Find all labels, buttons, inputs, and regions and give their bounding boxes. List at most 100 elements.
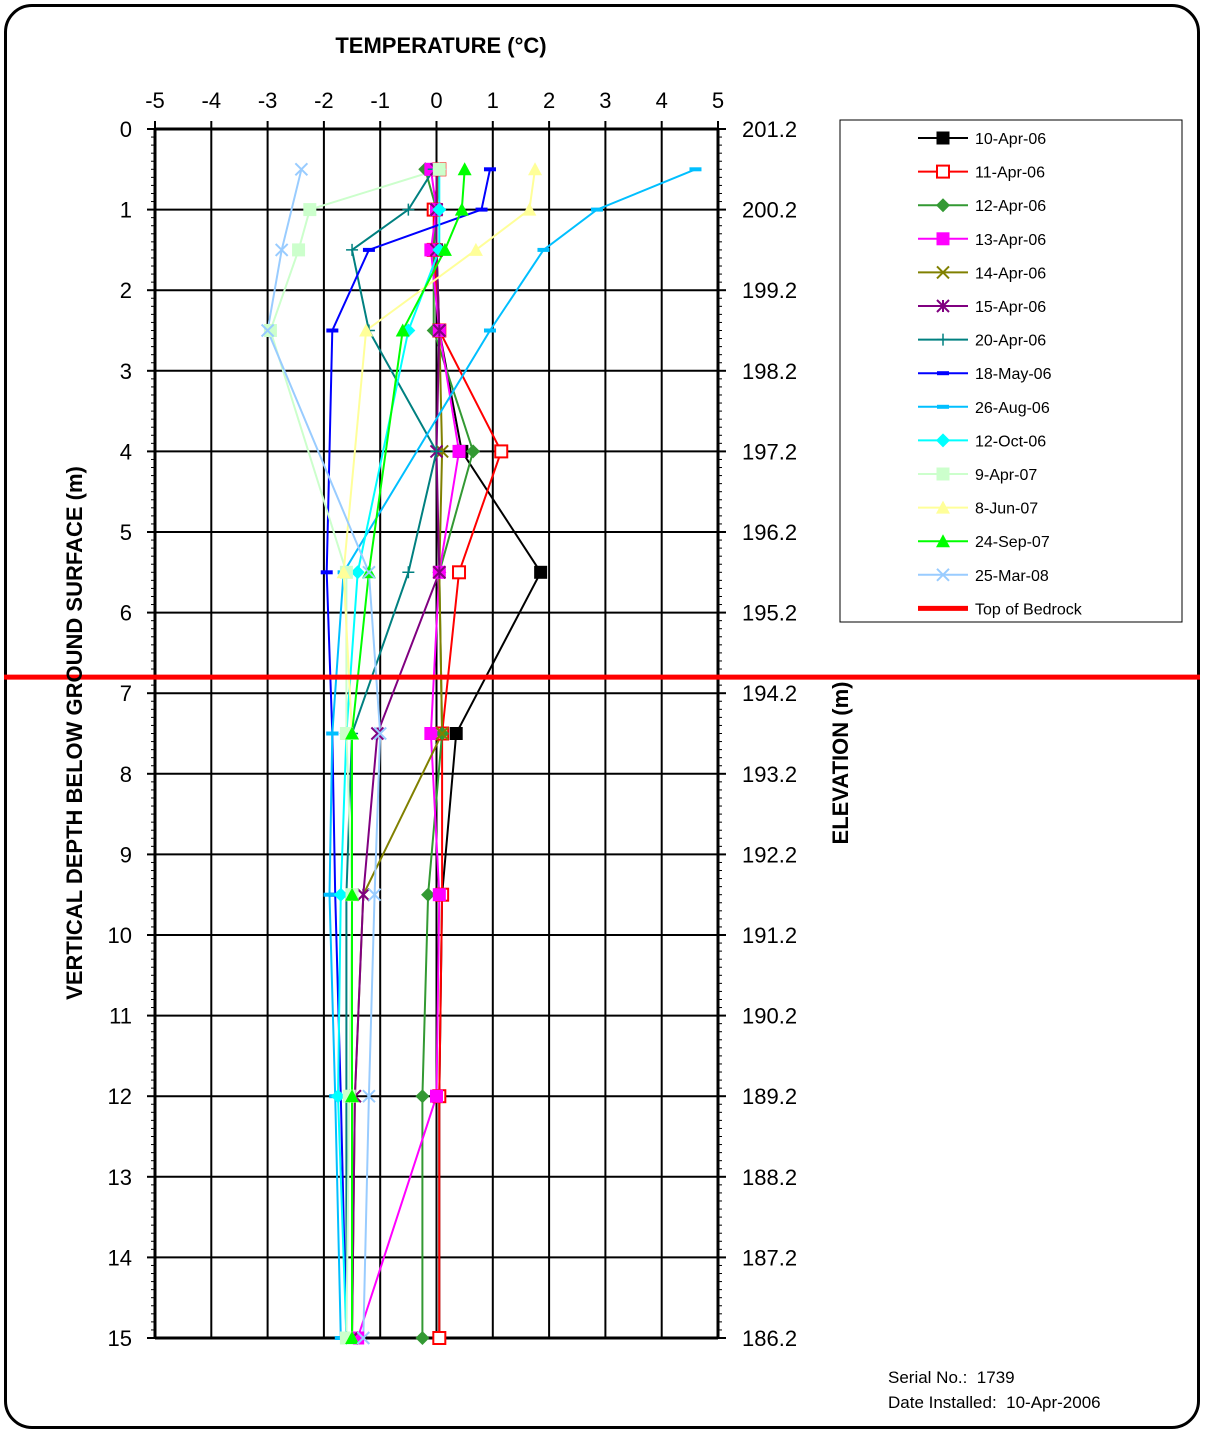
y2-tick-label: 191.2: [742, 923, 797, 948]
legend-label: 20-Apr-06: [975, 333, 1046, 350]
y2-tick-label: 193.2: [742, 762, 797, 787]
legend-label: 24-Sep-07: [975, 534, 1050, 551]
y2-tick-label: 199.2: [742, 278, 797, 303]
y-tick-label: 14: [108, 1245, 132, 1270]
x-tick-label: -5: [145, 88, 165, 113]
legend-label: 15-Apr-06: [975, 299, 1046, 316]
data-point: [689, 167, 702, 172]
data-point: [345, 726, 360, 740]
legend-marker: [936, 299, 950, 313]
y2-tick-label: 200.2: [742, 198, 797, 223]
data-point: [449, 727, 463, 740]
data-point: [345, 887, 360, 901]
legend-marker: [937, 333, 949, 346]
data-point: [320, 570, 333, 575]
data-point: [483, 328, 496, 333]
y2-tick-label: 192.2: [742, 842, 797, 867]
legend-label: 13-Apr-06: [975, 232, 1046, 249]
data-point: [402, 203, 415, 216]
series-lines: [266, 168, 696, 1339]
y-tick-label: 7: [120, 681, 132, 706]
series-markers: [260, 162, 702, 1345]
data-point: [432, 323, 447, 338]
y-tick-label: 6: [120, 601, 132, 626]
data-point: [475, 207, 488, 212]
data-point: [432, 565, 447, 580]
data-point: [457, 162, 472, 176]
legend-label: 12-Apr-06: [975, 198, 1046, 215]
y2-axis-title: ELEVATION (m): [828, 682, 853, 845]
data-point: [323, 892, 336, 897]
data-point: [326, 328, 339, 333]
y2-tick-label: 189.2: [742, 1084, 797, 1109]
legend-box: [839, 119, 1183, 623]
data-point: [528, 162, 543, 176]
data-point: [432, 888, 446, 902]
y2-tick-label: 187.2: [742, 1245, 797, 1270]
series-line: [356, 169, 461, 1339]
y-tick-label: 4: [120, 439, 132, 464]
data-point: [336, 565, 351, 579]
data-point: [263, 324, 277, 337]
x-axis-title: TEMPERATURE (°C): [335, 33, 546, 58]
data-point: [432, 202, 447, 217]
data-point: [356, 887, 371, 902]
y2-tick-label: 195.2: [742, 601, 797, 626]
y-tick-label: 9: [120, 842, 132, 867]
legend-marker: [936, 265, 950, 280]
y-tick-label: 13: [108, 1165, 132, 1190]
legend-label: 9-Apr-07: [975, 467, 1037, 484]
data-point: [415, 1089, 430, 1104]
legend-label: Top of Bedrock: [975, 601, 1083, 618]
x-tick-label: 5: [712, 88, 724, 113]
data-point: [537, 247, 550, 252]
data-point: [402, 566, 415, 579]
data-point: [430, 1089, 443, 1103]
y-tick-label: 3: [120, 359, 132, 384]
y-axis-title: VERTICAL DEPTH BELOW GROUND SURFACE (m): [62, 466, 87, 1000]
x-tick-label: -4: [202, 88, 222, 113]
legend-marker: [936, 433, 950, 448]
data-point: [330, 1089, 345, 1104]
legend-label: 25-Mar-08: [975, 568, 1049, 585]
serial-number: Serial No.: 1739: [888, 1368, 1015, 1387]
legend-marker: [936, 164, 950, 179]
y2-tick-label: 194.2: [742, 681, 797, 706]
data-point: [367, 887, 382, 902]
series-line: [421, 169, 475, 1338]
data-point: [483, 167, 496, 172]
series-line: [345, 168, 438, 1338]
data-point: [356, 1331, 371, 1345]
data-point: [350, 565, 365, 580]
data-point: [424, 727, 438, 740]
data-point: [260, 323, 275, 338]
data-point: [359, 323, 374, 337]
data-point: [292, 243, 306, 257]
legend-label: 11-Apr-06: [975, 165, 1045, 182]
data-point: [274, 243, 289, 257]
y2-tick-label: 190.2: [742, 1004, 797, 1029]
legend-label: 8-Jun-07: [975, 501, 1038, 518]
data-point: [362, 1089, 376, 1103]
series-line: [351, 169, 466, 1338]
y2-tick-label: 196.2: [742, 520, 797, 545]
x-tick-label: -2: [314, 88, 334, 113]
data-point: [452, 444, 466, 458]
series-line: [266, 169, 382, 1339]
legend-label: 10-Apr-06: [975, 131, 1046, 148]
y2-tick-label: 186.2: [742, 1326, 797, 1351]
legend-marker: [936, 232, 950, 246]
date-installed: Date Installed: 10-Apr-2006: [888, 1393, 1101, 1412]
legend-label: 18-May-06: [975, 366, 1052, 383]
series-line: [328, 168, 696, 1339]
x-tick-label: -1: [370, 88, 390, 113]
y2-tick-label: 197.2: [742, 439, 797, 464]
data-point: [362, 247, 375, 252]
data-point: [294, 162, 309, 177]
y-tick-label: 11: [109, 1004, 132, 1029]
y-tick-label: 1: [120, 198, 132, 223]
y-tick-label: 10: [108, 923, 132, 948]
legend-marker: [936, 568, 950, 582]
x-tick-label: 1: [487, 88, 499, 113]
